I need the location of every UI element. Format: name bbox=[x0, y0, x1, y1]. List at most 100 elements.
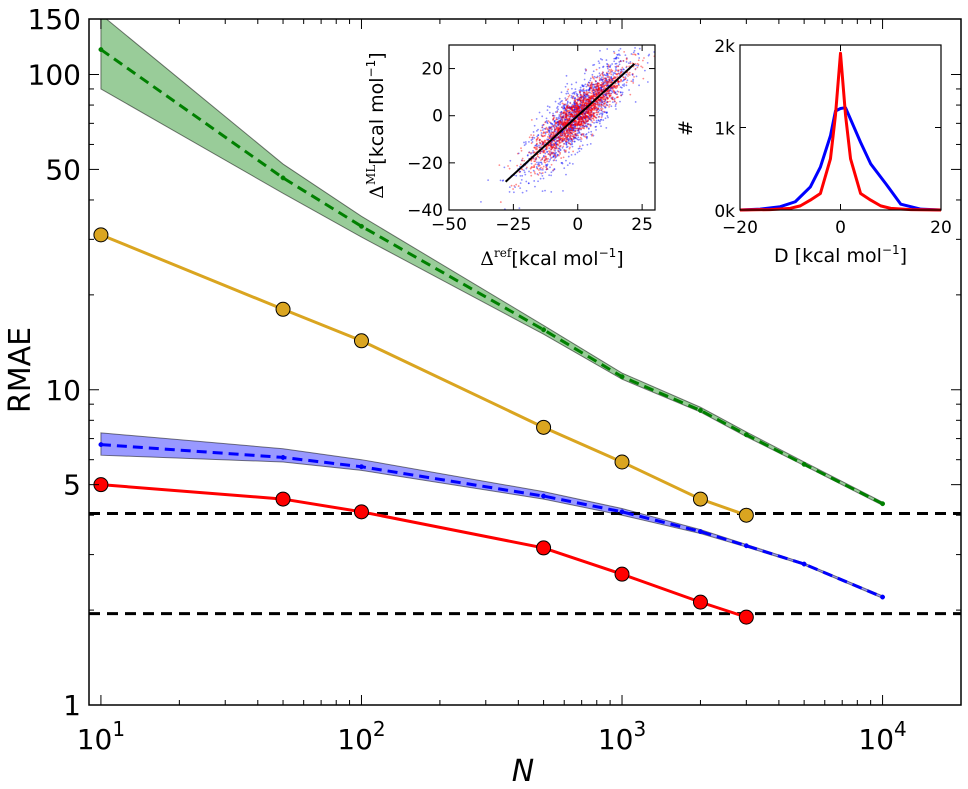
scatter-point-blue bbox=[606, 67, 609, 70]
scatter-point-blue bbox=[580, 104, 583, 107]
scatter-point-blue bbox=[571, 145, 574, 148]
scatter-point-blue bbox=[599, 74, 601, 77]
scatter-point-blue bbox=[576, 129, 579, 132]
scatter-point-blue bbox=[574, 136, 577, 139]
scatter-point-red bbox=[585, 136, 587, 138]
scatter-point-blue bbox=[552, 143, 555, 146]
scatter-point-red bbox=[581, 107, 583, 109]
scatter-point-blue bbox=[567, 113, 570, 116]
scatter-point-blue bbox=[580, 116, 583, 119]
scatter-point-red bbox=[606, 90, 609, 93]
scatter-point-red bbox=[576, 105, 579, 107]
scatter-point-blue bbox=[548, 129, 551, 132]
scatter-point-red bbox=[565, 106, 568, 108]
scatter-point-blue bbox=[609, 66, 612, 68]
scatter-point-blue bbox=[536, 145, 539, 148]
scatter-point-blue bbox=[613, 57, 616, 60]
scatter-point-blue bbox=[566, 164, 569, 167]
scatter-point-red bbox=[536, 143, 538, 146]
scatter-point-red bbox=[557, 127, 560, 129]
scatter-point-red bbox=[575, 105, 577, 108]
scatter-point-red bbox=[582, 101, 585, 104]
scatter-point-red bbox=[561, 116, 564, 119]
scatter-point-red bbox=[586, 102, 589, 105]
scatter-point-red bbox=[581, 120, 583, 123]
scatter-point-blue bbox=[599, 84, 602, 86]
scatter-point-blue bbox=[583, 94, 586, 97]
scatter-point-red bbox=[570, 112, 573, 115]
scatter-point-blue bbox=[583, 117, 586, 120]
scatter-point-blue bbox=[612, 74, 615, 76]
scatter-point-blue bbox=[555, 140, 558, 143]
scatter-point-blue bbox=[577, 128, 580, 131]
scatter-point-red bbox=[619, 73, 622, 75]
scatter-point-red bbox=[538, 138, 541, 141]
scatter-point-blue bbox=[573, 125, 576, 128]
scatter-point-red bbox=[585, 102, 588, 105]
scatter-point-blue bbox=[605, 72, 608, 75]
scatter-point-blue bbox=[564, 114, 567, 117]
scatter-point-blue bbox=[621, 91, 624, 94]
scatter-point-blue bbox=[602, 66, 604, 68]
scatter-point-red bbox=[564, 107, 567, 110]
scatter-point-red bbox=[564, 133, 567, 136]
scatter-point-red bbox=[568, 117, 571, 120]
scatter-point-red bbox=[585, 117, 588, 120]
scatter-point-blue bbox=[578, 131, 581, 133]
scatter-point-red bbox=[584, 122, 586, 125]
scatter-point-red bbox=[574, 123, 576, 126]
scatter-point-red bbox=[567, 110, 570, 112]
scatter-point-blue bbox=[595, 121, 598, 124]
scatter-point-blue bbox=[601, 72, 604, 75]
scatter-point-blue bbox=[618, 54, 621, 57]
scatter-point-red bbox=[577, 116, 580, 119]
scatter-point-red bbox=[583, 121, 586, 124]
scatter-point-red bbox=[587, 99, 590, 101]
scatter-point-red bbox=[599, 74, 602, 76]
scatter-point-red bbox=[596, 76, 599, 79]
scatter-point-blue bbox=[576, 123, 578, 126]
scatter-point-red bbox=[565, 117, 568, 119]
scatter-point-blue bbox=[622, 68, 625, 70]
scatter-point-red bbox=[580, 99, 583, 102]
scatter-point-red bbox=[535, 158, 538, 160]
scatter-point-blue bbox=[619, 47, 622, 50]
scatter-point-red bbox=[530, 160, 533, 162]
scatter-point-red bbox=[590, 110, 592, 113]
scatter-point-red bbox=[549, 142, 551, 145]
scatter-point-red bbox=[608, 72, 611, 75]
scatter-point-red bbox=[595, 93, 598, 96]
scatter-point-blue bbox=[583, 113, 586, 116]
scatter-point-red bbox=[590, 108, 593, 110]
scatter-point-red bbox=[541, 172, 544, 174]
scatter-point-blue bbox=[564, 119, 567, 122]
scatter-point-red bbox=[521, 159, 524, 162]
scatter-point-blue bbox=[618, 80, 620, 83]
scatter-point-red bbox=[579, 136, 582, 139]
scatter-point-red bbox=[632, 53, 634, 56]
scatter-point-red bbox=[573, 127, 576, 130]
scatter-point-red bbox=[581, 124, 584, 127]
scatter-point-red bbox=[579, 105, 582, 108]
scatter-point-blue bbox=[594, 95, 597, 98]
scatter-point-red bbox=[566, 98, 569, 100]
scatter-point-red bbox=[565, 122, 568, 125]
scatter-point-red bbox=[530, 174, 533, 177]
scatter-point-red bbox=[603, 84, 606, 87]
scatter-point-red bbox=[539, 142, 542, 144]
scatter-point-red bbox=[597, 99, 599, 102]
scatter-point-red bbox=[579, 118, 582, 121]
scatter-point-red bbox=[578, 108, 581, 111]
scatter-point-blue bbox=[621, 80, 624, 83]
scatter-point-blue bbox=[620, 94, 623, 97]
scatter-point-red bbox=[588, 107, 591, 110]
scatter-point-red bbox=[530, 165, 533, 168]
scatter-point-blue bbox=[623, 78, 626, 81]
scatter-point-blue bbox=[541, 129, 544, 131]
scatter-point-blue bbox=[528, 141, 530, 143]
scatter-point-blue bbox=[600, 99, 603, 102]
scatter-point-blue bbox=[542, 141, 545, 144]
scatter-point-red bbox=[535, 139, 538, 142]
scatter-point-red bbox=[606, 81, 609, 84]
